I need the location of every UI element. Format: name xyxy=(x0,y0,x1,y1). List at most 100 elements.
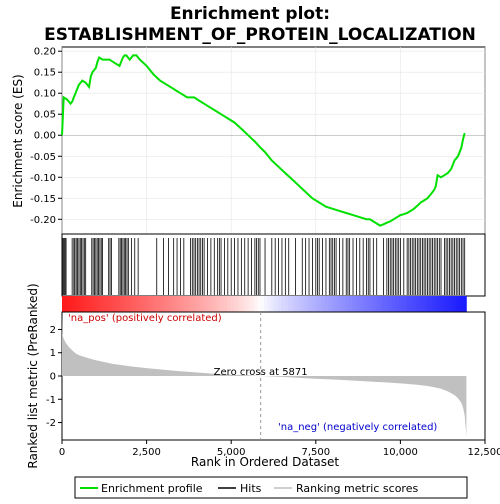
color-bar-segment xyxy=(345,296,349,312)
color-bar-segment xyxy=(375,296,379,312)
color-bar-segment xyxy=(173,296,177,312)
ranked-y-axis-label: Ranked list metric (PreRanked) xyxy=(26,283,40,468)
x-tick-label: 0 xyxy=(59,447,65,458)
color-bar-segment xyxy=(207,296,211,312)
color-bar-segment xyxy=(335,296,339,312)
color-bar-segment xyxy=(251,296,255,312)
es-y-tick-label: 0.20 xyxy=(34,47,56,58)
color-bar-segment xyxy=(170,296,174,312)
legend-enrichment-profile-label: Enrichment profile xyxy=(101,482,203,495)
color-bar-segment xyxy=(133,296,137,312)
chart-title-line2: ESTABLISHMENT_OF_PROTEIN_LOCALIZATION xyxy=(44,25,476,45)
color-bar-segment xyxy=(392,296,396,312)
color-bar-segment xyxy=(244,296,248,312)
color-bar-segment xyxy=(150,296,154,312)
color-bar-segment xyxy=(234,296,238,312)
zero-cross-label: Zero cross at 5871 xyxy=(214,367,308,378)
color-bar-segment xyxy=(113,296,117,312)
es-y-axis-label: Enrichment score (ES) xyxy=(11,74,25,207)
color-bar-segment xyxy=(166,296,170,312)
x-axis-label: Rank in Ordered Dataset xyxy=(191,455,339,469)
color-bar-segment xyxy=(230,296,234,312)
ranked-y-tick-label: -1 xyxy=(46,395,56,406)
es-y-tick-label: 0.15 xyxy=(34,68,56,79)
color-bar-segment xyxy=(318,296,322,312)
color-bar-segment xyxy=(126,296,130,312)
color-bar-segment xyxy=(359,296,363,312)
color-bar-segment xyxy=(332,296,336,312)
x-tick-label: 2,500 xyxy=(132,447,161,458)
color-bar-segment xyxy=(82,296,86,312)
color-bar-segment xyxy=(96,296,100,312)
color-bar-segment xyxy=(193,296,197,312)
color-bar-segment xyxy=(197,296,201,312)
color-bar-segment xyxy=(443,296,447,312)
color-bar-segment xyxy=(338,296,342,312)
color-bar-segment xyxy=(136,296,140,312)
color-bar-segment xyxy=(156,296,160,312)
color-bar-segment xyxy=(295,296,299,312)
color-bar-segment xyxy=(143,296,147,312)
color-bar-segment xyxy=(180,296,184,312)
color-bar-segment xyxy=(92,296,96,312)
color-bar-segment xyxy=(123,296,127,312)
color-bar-segment xyxy=(65,296,69,312)
color-bar-segment xyxy=(369,296,373,312)
color-bar-segment xyxy=(412,296,416,312)
color-bar-segment xyxy=(429,296,433,312)
color-bar-segment xyxy=(311,296,315,312)
color-bar-segment xyxy=(362,296,366,312)
color-bar-segment xyxy=(284,296,288,312)
es-y-tick-label: 0.00 xyxy=(34,131,56,142)
color-bar-segment xyxy=(426,296,430,312)
color-bar-segment xyxy=(281,296,285,312)
x-tick-label: 12,500 xyxy=(468,447,500,458)
color-bar-segment xyxy=(409,296,413,312)
color-bar-segment xyxy=(328,296,332,312)
color-bar-segment xyxy=(389,296,393,312)
color-bar-segment xyxy=(271,296,275,312)
color-bar-segment xyxy=(433,296,437,312)
color-bar-segment xyxy=(163,296,167,312)
es-y-ticks: -0.20-0.15-0.10-0.050.000.050.100.150.20 xyxy=(30,47,62,226)
color-bar-segment xyxy=(379,296,383,312)
color-bar-segment xyxy=(140,296,144,312)
color-bar-segment xyxy=(72,296,76,312)
ranked-y-tick-label: -2 xyxy=(46,418,56,429)
x-tick-label: 10,000 xyxy=(383,447,418,458)
color-bar-segment xyxy=(106,296,110,312)
color-bar-segment xyxy=(305,296,309,312)
legend-ranking-metric-label: Ranking metric scores xyxy=(296,482,418,495)
es-y-tick-label: 0.10 xyxy=(34,89,56,100)
color-bar-segment xyxy=(153,296,157,312)
color-bar-segment xyxy=(146,296,150,312)
color-bar-segment xyxy=(241,296,245,312)
color-bar-segment xyxy=(352,296,356,312)
chart-title-line1: Enrichment plot: xyxy=(170,4,330,24)
color-bar-segment xyxy=(119,296,123,312)
color-bar-segment xyxy=(301,296,305,312)
color-bar-segment xyxy=(436,296,440,312)
color-bar-segment xyxy=(423,296,427,312)
color-bar-segment xyxy=(406,296,410,312)
color-bar-segment xyxy=(183,296,187,312)
color-bar-segment xyxy=(453,296,457,312)
color-bar-segment xyxy=(278,296,282,312)
color-bar-segment xyxy=(264,296,268,312)
color-bar-segment xyxy=(220,296,224,312)
color-bar-segment xyxy=(450,296,454,312)
color-bar-segment xyxy=(355,296,359,312)
color-bar-segment xyxy=(274,296,278,312)
color-bar-segment xyxy=(109,296,113,312)
ranked-y-tick-label: 2 xyxy=(50,325,56,336)
color-bar-segment xyxy=(386,296,390,312)
color-bar-segment xyxy=(348,296,352,312)
color-bar-segment xyxy=(321,296,325,312)
color-bar-segment xyxy=(247,296,251,312)
color-bar-segment xyxy=(237,296,241,312)
color-bar-segment xyxy=(308,296,312,312)
color-bar-segment xyxy=(190,296,194,312)
es-y-tick-label: -0.10 xyxy=(30,173,56,184)
